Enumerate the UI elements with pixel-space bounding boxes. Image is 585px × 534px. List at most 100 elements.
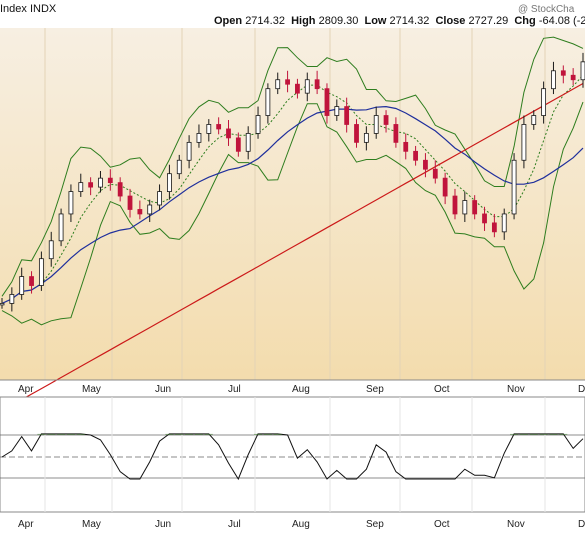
candle-body: [107, 177, 113, 184]
candle-body: [423, 159, 428, 170]
candle-body: [117, 182, 123, 197]
x-tick-label: May: [82, 519, 101, 530]
indicator-overbought-fill: [559, 433, 568, 435]
symbol-text: Index INDX: [0, 3, 57, 15]
candle-body: [413, 150, 418, 161]
indicator-panel-background: [0, 396, 585, 513]
x-tick-label: Sep: [366, 384, 384, 395]
indicator-overbought-fill: [549, 433, 558, 435]
candle-body: [472, 200, 478, 215]
indicator-overbought-fill: [254, 433, 263, 435]
bollinger-lower-line: [1, 101, 584, 326]
indicator-overbought-fill: [539, 433, 548, 435]
indicator-overbought-fill: [263, 433, 272, 435]
candle-body: [68, 191, 74, 215]
x-tick-label: Oct: [434, 384, 450, 395]
candle-body: [38, 258, 44, 286]
candle-body: [127, 195, 133, 210]
candle-body: [98, 177, 103, 188]
candle-body: [216, 124, 222, 130]
x-tick-label: Jun: [155, 384, 171, 395]
open-label: Open: [214, 15, 243, 27]
candle-body: [501, 213, 507, 233]
price-panel-background: [0, 28, 585, 380]
indicator-overbought-fill: [175, 433, 184, 435]
x-tick-label: Aug: [292, 384, 310, 395]
x-tick-label: Apr: [18, 384, 34, 395]
candle-body: [196, 133, 202, 143]
price-candles: [0, 52, 585, 312]
candle-body: [344, 106, 350, 125]
candle-body: [541, 88, 547, 116]
indicator-overbought-fill: [57, 433, 66, 435]
candle-body: [137, 209, 143, 215]
candle-body: [491, 222, 497, 233]
x-tick-label: Sep: [366, 519, 384, 530]
candle-body: [58, 213, 64, 242]
candle-body: [285, 79, 290, 85]
price-gridlines: [44, 28, 546, 380]
low-value: 2714.32: [389, 15, 430, 27]
candle-body: [521, 124, 527, 161]
candle-body: [334, 106, 340, 116]
chg-label: Chg: [514, 15, 536, 27]
x-tick-label: Nov: [507, 384, 525, 395]
indicator-line: [1, 433, 584, 481]
indicator-overbought-fill: [47, 433, 56, 435]
indicator-overbought-fill: [66, 433, 75, 435]
indicator-overbought-fill: [194, 433, 203, 435]
candle-body: [403, 141, 409, 152]
close-value: 2727.29: [468, 15, 509, 27]
candle-body: [511, 159, 517, 215]
candle-body: [432, 168, 438, 179]
indicator-overbought-fill: [76, 433, 85, 435]
candle-body: [314, 79, 320, 90]
candle-body: [442, 177, 448, 197]
candle-body: [354, 124, 359, 143]
candle-body: [551, 70, 556, 90]
indicator-overbought-fill: [529, 433, 538, 435]
indicator-overbought-fill: [204, 433, 213, 435]
ma-mid-line: [1, 105, 584, 304]
candle-body: [560, 70, 566, 76]
candle-body: [275, 79, 281, 90]
candle-body: [295, 83, 300, 94]
candle-body: [147, 204, 153, 215]
chg-value: -64.08 (-2: [538, 15, 585, 27]
indicator-gridlines: [0, 397, 585, 512]
x-tick-label: May: [82, 384, 101, 395]
candle-body: [324, 88, 330, 116]
candle-body: [393, 124, 399, 143]
candle-body: [570, 74, 576, 81]
x-tick-label: Nov: [507, 519, 525, 530]
indicator-oscillator-line: [1, 433, 584, 481]
candle-body: [255, 115, 261, 134]
x-tick-label: Jul: [228, 519, 241, 530]
x-tick-label: Jun: [155, 519, 171, 530]
indicator-x-axis: Apr May Jun Jul Aug Sep Oct Nov Dec: [18, 519, 585, 530]
indicator-overbought-fill: [185, 433, 194, 435]
x-tick-label: Oct: [434, 519, 450, 530]
candle-body: [304, 79, 310, 94]
candle-body: [245, 133, 251, 152]
low-label: Low: [364, 15, 387, 27]
candle-body: [531, 115, 537, 125]
candle-body: [235, 137, 241, 152]
candle-body: [580, 61, 585, 81]
candle-body: [186, 141, 192, 161]
watermark-text: @ StockCha: [518, 4, 575, 15]
x-tick-label: Dec: [578, 519, 585, 530]
candle-body: [48, 240, 54, 260]
candle-body: [482, 213, 487, 224]
open-value: 2714.32: [245, 15, 285, 27]
candle-body: [78, 182, 84, 192]
indicator-overbought-fill: [165, 433, 174, 435]
indicator-overbought-fill: [510, 433, 519, 435]
candle-body: [383, 115, 389, 125]
bollinger-upper-line: [1, 36, 584, 297]
candle-body: [9, 294, 15, 304]
candle-body: [29, 276, 34, 286]
indicator-overbought-fill: [273, 433, 282, 435]
x-tick-label: Dec: [578, 384, 585, 395]
